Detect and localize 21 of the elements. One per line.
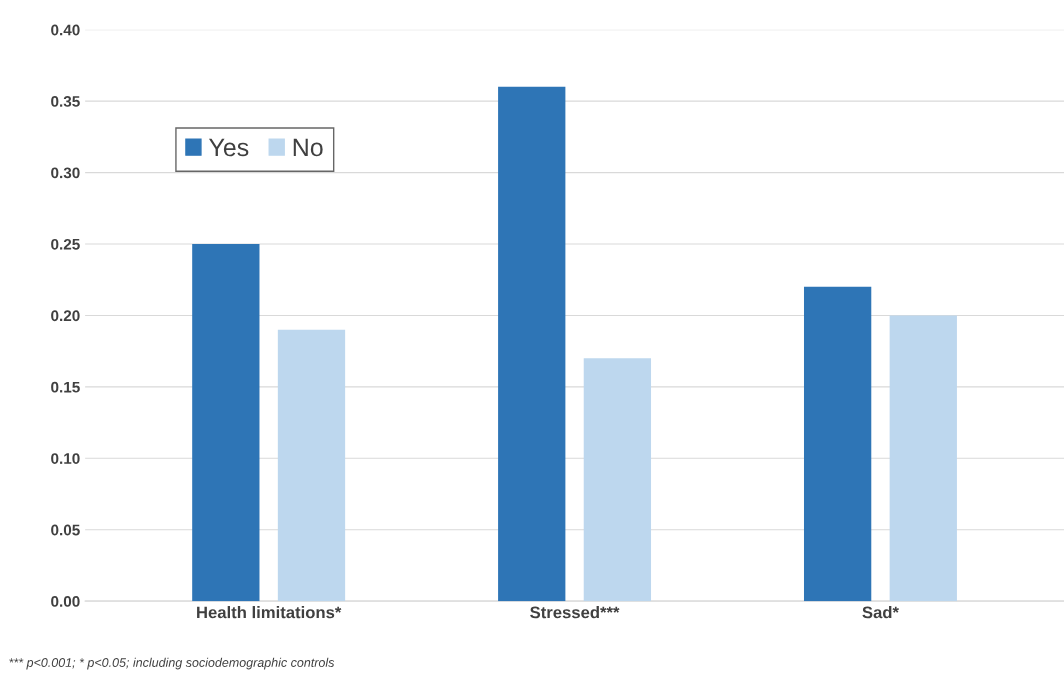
bar xyxy=(803,286,872,602)
bar xyxy=(889,315,957,602)
y-tick-label: 0.20 xyxy=(51,310,80,322)
bar xyxy=(277,329,346,602)
bar xyxy=(498,86,566,602)
legend-label: Yes xyxy=(208,138,249,157)
x-tick-label: Health limitations* xyxy=(197,606,342,619)
y-tick-label: 0.10 xyxy=(51,453,80,464)
y-tick-label: 0.40 xyxy=(51,24,80,36)
bar xyxy=(192,244,260,602)
text: *** p<0.001; * p<0.05; including sociodemographic controls xyxy=(9,657,335,670)
x-tick-label: Sad* xyxy=(862,606,899,619)
legend-label: No xyxy=(293,138,323,157)
y-tick-label: 0.15 xyxy=(51,381,80,393)
bar xyxy=(583,358,652,602)
y-tick-label: 0.05 xyxy=(51,524,80,536)
y-tick-label: 0.00 xyxy=(51,596,80,607)
x-tick-label: Stressed*** xyxy=(530,606,620,619)
y-tick-label: 0.35 xyxy=(51,96,80,107)
y-tick-label: 0.25 xyxy=(51,238,80,250)
y-tick-label: 0.30 xyxy=(51,167,80,179)
